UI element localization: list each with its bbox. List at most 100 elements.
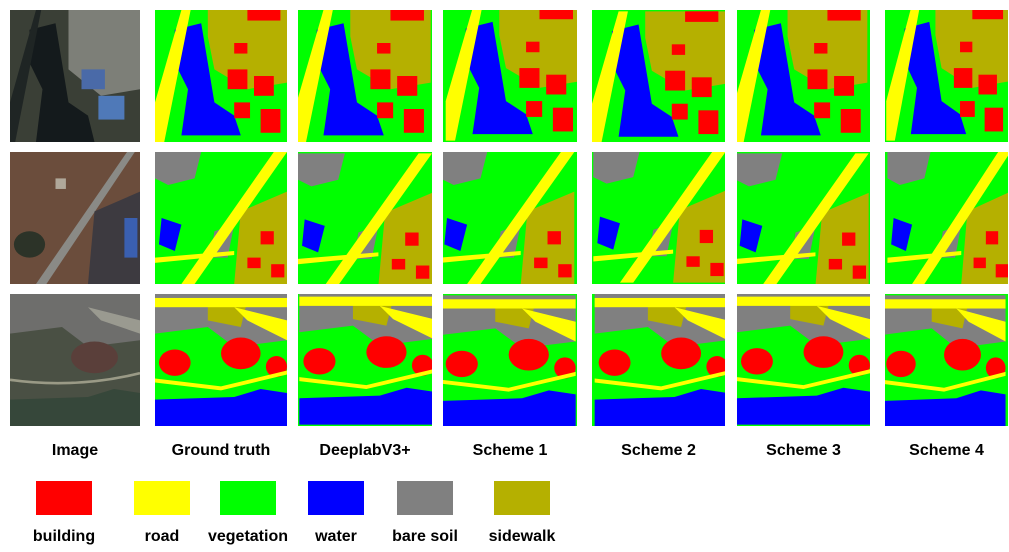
segment-region — [954, 68, 972, 88]
segment-group — [730, 286, 876, 431]
column-label: Image — [52, 442, 98, 459]
segment-region — [377, 43, 390, 54]
segment-group — [435, 289, 582, 434]
photo-region — [14, 231, 45, 257]
legend-label: building — [33, 528, 95, 545]
segment-region — [247, 10, 280, 21]
segment-group — [729, 147, 875, 292]
result-tile — [728, 3, 874, 148]
result-tile — [148, 145, 293, 290]
segment-region — [377, 102, 393, 118]
segment-region — [883, 299, 1006, 308]
segment-region — [271, 264, 284, 277]
segment-region — [985, 108, 1003, 132]
legend-swatch — [494, 481, 550, 515]
segment-group — [148, 287, 293, 432]
segment-region — [692, 77, 712, 97]
segment-region — [661, 338, 701, 370]
segment-region — [737, 297, 870, 306]
segment-region — [698, 110, 718, 134]
segment-region — [986, 231, 998, 244]
segment-region — [944, 339, 981, 371]
segment-region — [548, 231, 561, 244]
segment-group — [880, 2, 1009, 147]
segment-region — [404, 109, 424, 133]
result-tile — [435, 289, 582, 434]
column-label: Scheme 2 — [621, 442, 696, 459]
segment-group — [881, 145, 1009, 290]
legend-label: road — [145, 528, 180, 545]
segment-region — [442, 299, 576, 308]
segment-region — [519, 68, 539, 88]
legend-label: sidewalk — [489, 528, 556, 545]
result-tile — [880, 2, 1009, 147]
segment-region — [446, 351, 478, 377]
legend-label: vegetation — [208, 528, 288, 545]
segment-region — [539, 9, 573, 20]
result-tile — [290, 3, 437, 148]
column-label: Ground truth — [172, 442, 271, 459]
photo-region — [56, 178, 66, 189]
result-tile — [291, 147, 438, 292]
result-tile — [587, 144, 733, 289]
segment-region — [599, 349, 631, 375]
segment-region — [228, 69, 248, 89]
segment-region — [234, 43, 247, 54]
segment-region — [829, 259, 842, 270]
segment-group — [587, 144, 733, 289]
result-tile — [434, 145, 581, 290]
segment-region — [741, 348, 773, 374]
segment-group — [876, 289, 1009, 434]
segment-region — [996, 264, 1008, 277]
segment-region — [834, 76, 854, 96]
segment-region — [853, 266, 866, 279]
segment-region — [509, 339, 549, 371]
result-tile — [730, 286, 876, 431]
segment-region — [261, 231, 274, 244]
segment-region — [303, 348, 335, 374]
segment-region — [886, 351, 916, 377]
result-tile — [148, 3, 293, 148]
segment-group — [434, 145, 581, 290]
segment-region — [960, 42, 972, 53]
figure: ImageGround truthDeeplabV3+Scheme 1Schem… — [0, 0, 1009, 547]
segment-region — [672, 44, 685, 55]
segment-region — [221, 338, 261, 370]
column-label: Scheme 3 — [766, 442, 841, 459]
segment-region — [710, 263, 723, 276]
segment-region — [534, 258, 547, 269]
legend-swatch — [397, 481, 453, 515]
segment-region — [558, 264, 571, 277]
segment-region — [261, 109, 281, 133]
segment-region — [974, 258, 986, 269]
result-tile — [881, 145, 1009, 290]
result-tile — [876, 289, 1009, 434]
column-label: Scheme 4 — [909, 442, 984, 459]
segment-region — [972, 9, 1003, 20]
segment-group — [585, 5, 731, 150]
photo-region — [98, 96, 124, 120]
segment-region — [416, 266, 429, 279]
result-tile — [588, 287, 734, 432]
segment-region — [685, 11, 718, 22]
column-label: DeeplabV3+ — [319, 442, 410, 459]
segment-region — [827, 10, 860, 21]
segment-region — [814, 102, 830, 118]
segment-region — [546, 75, 566, 95]
segment-region — [397, 76, 417, 96]
segment-region — [686, 256, 699, 267]
segment-region — [700, 230, 713, 243]
segment-region — [553, 108, 573, 132]
result-tile — [148, 287, 293, 432]
segment-group — [728, 3, 874, 148]
segment-group — [148, 145, 293, 290]
legend-label: bare soil — [392, 528, 458, 545]
segment-region — [234, 102, 250, 118]
segment-region — [814, 43, 827, 54]
result-tile — [10, 152, 140, 284]
legend-swatch — [308, 481, 364, 515]
result-tile — [10, 294, 140, 426]
segment-region — [392, 259, 405, 270]
segment-region — [978, 75, 996, 95]
segment-region — [405, 233, 418, 246]
